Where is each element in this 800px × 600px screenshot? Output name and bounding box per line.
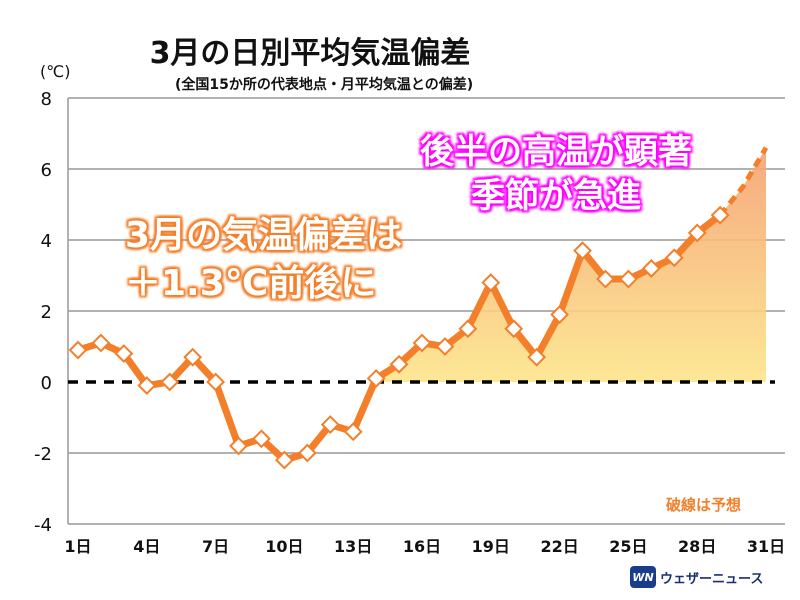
data-point: [710, 205, 730, 225]
data-point: [412, 333, 432, 353]
y-axis-unit: (℃): [40, 62, 71, 81]
x-tick-label: 4日: [133, 537, 160, 556]
data-point: [687, 223, 707, 243]
data-point: [664, 248, 684, 268]
weathernews-logo: WN ウェザーニュース: [630, 566, 763, 588]
x-tick-label: 31日: [747, 537, 785, 556]
y-tick-label: 6: [41, 160, 52, 181]
data-point: [389, 354, 409, 374]
x-tick-label: 28日: [678, 537, 716, 556]
data-point: [114, 344, 134, 364]
data-point: [366, 369, 386, 388]
data-point: [274, 450, 294, 470]
data-point: [206, 372, 226, 392]
data-point: [91, 333, 111, 353]
y-tick-label: 0: [41, 373, 52, 394]
logo-mark: WN: [630, 566, 656, 588]
data-point: [68, 340, 88, 360]
annotation-monthly-deviation: 3月の気温偏差は ＋1.3℃前後に: [125, 212, 402, 308]
x-tick-label: 16日: [403, 537, 441, 556]
data-point: [550, 305, 570, 324]
forecast-series-line: [718, 146, 769, 217]
x-tick-label: 22日: [540, 537, 578, 556]
data-point: [320, 415, 340, 435]
x-tick-label: 25日: [609, 537, 647, 556]
x-tick-label: 7日: [202, 537, 229, 556]
data-point: [229, 436, 248, 456]
data-point: [527, 347, 547, 367]
data-point: [458, 319, 478, 339]
data-point: [481, 273, 501, 293]
y-tick-label: 4: [41, 231, 52, 252]
data-point: [504, 319, 524, 339]
chart-title: 3月の日別平均気温偏差: [149, 36, 471, 71]
annotation-line-2: 季節が急進: [471, 176, 641, 216]
y-tick-label: -2: [34, 444, 52, 465]
data-point: [297, 443, 317, 463]
y-tick-label: -4: [34, 515, 52, 536]
forecast-note: 破線は予想: [666, 496, 742, 514]
data-point: [183, 347, 203, 367]
data-point: [435, 337, 455, 356]
data-point: [641, 258, 661, 278]
y-tick-label: 8: [41, 89, 52, 110]
data-point: [160, 372, 180, 392]
data-point: [618, 269, 638, 289]
chart-subtitle: (全国15か所の代表地点・月平均気温との偏差): [175, 77, 474, 93]
data-point: [343, 422, 363, 442]
x-tick-label: 10日: [265, 537, 303, 556]
logo-text: ウェザーニュース: [660, 571, 764, 587]
x-tick-label: 1日: [64, 537, 91, 556]
annotation-late-month: 後半の高温が顕著 季節が急進: [420, 130, 692, 218]
y-tick-label: 2: [41, 302, 52, 323]
x-tick-label: 13日: [334, 537, 372, 556]
annotation-line-1: 後半の高温が顕著: [420, 132, 692, 172]
data-point: [137, 376, 157, 395]
annotation-line-1: 3月の気温偏差は: [125, 215, 403, 256]
annotation-line-2: ＋1.3℃前後に: [125, 263, 377, 304]
data-point: [573, 241, 592, 261]
data-point: [596, 269, 615, 289]
x-tick-label: 19日: [472, 537, 510, 556]
data-point: [252, 429, 271, 449]
